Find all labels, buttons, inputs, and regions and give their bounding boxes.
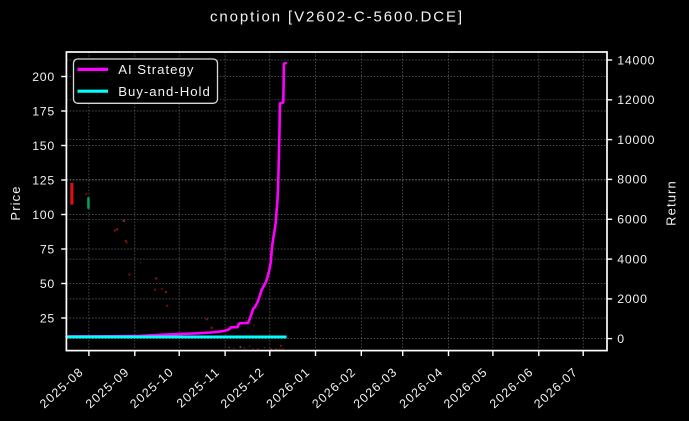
svg-text:cnoption [V2602-C-5600.DCE]: cnoption [V2602-C-5600.DCE]	[210, 9, 464, 26]
svg-text:75: 75	[40, 242, 55, 256]
svg-text:150: 150	[32, 139, 55, 153]
svg-text:8000: 8000	[617, 173, 647, 187]
svg-text:10000: 10000	[617, 133, 655, 147]
svg-text:100: 100	[32, 208, 55, 222]
svg-text:0: 0	[617, 332, 625, 346]
svg-text:4000: 4000	[617, 252, 647, 266]
svg-text:Price: Price	[8, 185, 23, 220]
svg-text:14000: 14000	[617, 53, 655, 67]
svg-text:6000: 6000	[617, 213, 647, 227]
svg-text:125: 125	[32, 173, 55, 187]
svg-text:175: 175	[32, 104, 55, 118]
svg-text:2000: 2000	[617, 292, 647, 306]
svg-text:200: 200	[32, 70, 55, 84]
svg-text:AI Strategy: AI Strategy	[118, 62, 194, 77]
svg-text:Return: Return	[664, 180, 679, 226]
svg-text:50: 50	[40, 277, 55, 291]
svg-text:25: 25	[40, 311, 55, 325]
svg-text:12000: 12000	[617, 93, 655, 107]
svg-text:Buy-and-Hold: Buy-and-Hold	[118, 84, 211, 99]
